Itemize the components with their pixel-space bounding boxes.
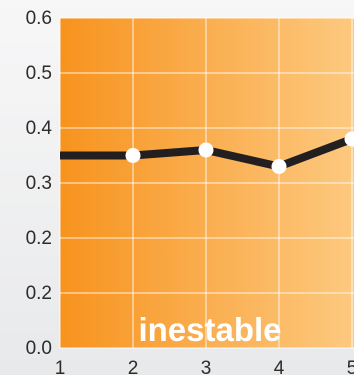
- x-tick-label: 2: [128, 358, 139, 375]
- x-tick-label: 1: [55, 358, 66, 375]
- x-axis: 1 2 3 4 5: [55, 358, 354, 375]
- data-point: [271, 159, 287, 174]
- y-tick-label: 0.6: [26, 8, 52, 29]
- grid: [59, 17, 354, 349]
- y-tick-label: 0.4: [26, 118, 53, 139]
- y-tick-label: 0.3: [26, 173, 52, 194]
- chart-annotation: inestable: [138, 311, 281, 348]
- x-tick-label: 5: [347, 358, 354, 375]
- x-tick-label: 4: [274, 358, 285, 375]
- y-tick-label: 0.5: [26, 63, 52, 84]
- y-tick-label: 0.2: [26, 283, 52, 304]
- data-point: [125, 148, 141, 163]
- y-tick-label: 0.2: [26, 228, 52, 249]
- y-tick-label: 0.0: [26, 338, 52, 359]
- x-tick-label: 3: [201, 358, 212, 375]
- y-axis: 0.0 0.2 0.2 0.3 0.4 0.5 0.6: [26, 8, 53, 359]
- data-point: [198, 142, 214, 158]
- data-point: [344, 131, 354, 147]
- series-layer: [60, 131, 354, 174]
- series-line: [60, 135, 354, 171]
